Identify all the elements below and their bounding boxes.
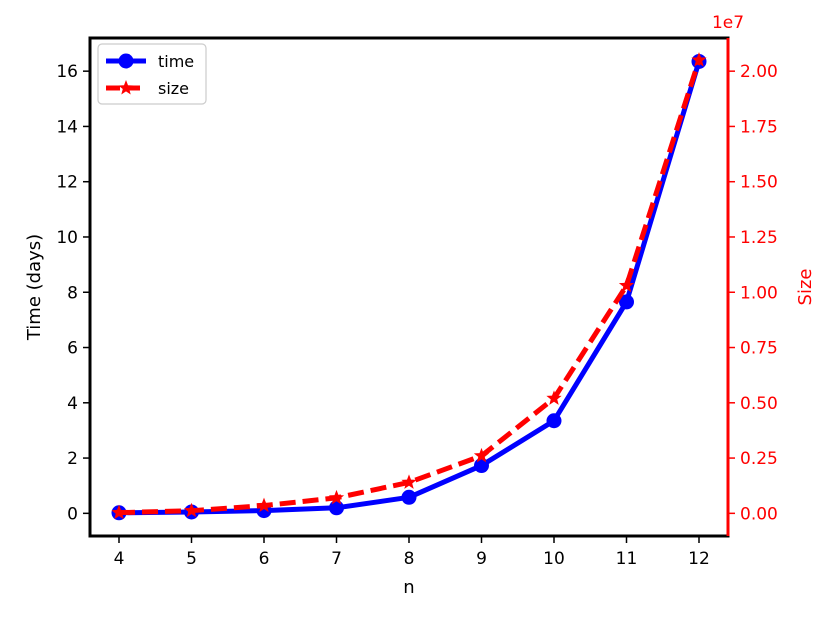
series-line-size [118,59,702,516]
y2-tick-label: 1.75 [740,117,778,137]
data-point-size [183,502,200,518]
x-tick-label: 12 [688,549,710,569]
x-tick-label: 5 [186,549,197,569]
data-point-size [111,504,127,520]
y-tick-label: 14 [56,117,78,137]
data-point-time [401,489,417,505]
data-point-size [618,277,635,293]
data-point-size [546,390,562,405]
y-tick-label: 12 [56,173,78,193]
series-layer [111,52,707,521]
y2-tick-label: 1.50 [740,173,778,193]
y-axis-left: 0 2 4 6 8 10 12 14 16 [56,62,90,524]
x-tick-label: 10 [543,549,565,569]
x-tick-label: 4 [114,549,125,569]
y-tick-label: 4 [67,394,78,414]
y2-tick-label: 0.50 [740,394,778,414]
data-point-size [401,474,417,489]
x-axis: 4 5 6 7 8 9 10 11 12 [114,536,710,569]
legend-time-marker [118,53,134,69]
data-point-time [546,413,562,429]
y2-tick-label: 2.00 [740,62,778,82]
x-tick-label: 7 [331,549,342,569]
legend: time size [97,43,207,105]
x-axis-title: n [403,577,414,598]
data-point-time [474,458,489,474]
data-point-size [691,52,707,67]
y-tick-label: 2 [67,449,78,469]
y2-tick-label: 0.00 [740,504,778,524]
data-point-size [473,447,490,463]
y-tick-label: 6 [67,339,78,359]
y-tick-label: 0 [67,504,78,524]
legend-size-marker [118,80,134,95]
y-tick-label: 8 [67,283,78,303]
data-point-time [619,294,634,310]
y2-tick-label: 0.25 [740,449,778,469]
data-point-time [329,500,344,516]
y2-tick-label: 1.25 [740,228,778,248]
y-axis-right: 0.00 0.25 0.50 0.75 1.00 1.25 1.50 1.75 2.00 [728,62,778,524]
y2-tick-label: 0.75 [740,339,778,359]
x-tick-label: 6 [259,549,270,569]
y2-tick-label: 1.00 [740,283,778,303]
plot-area [90,38,728,536]
legend-time-label: time [158,52,194,71]
y-axis-title: Time (days) [24,234,45,341]
legend-size-label: size [158,79,189,98]
data-point-size [328,489,345,505]
x-tick-label: 11 [616,549,638,569]
y-tick-label: 10 [56,228,78,248]
x-tick-label: 9 [476,549,487,569]
y2-offset-label: 1e7 [712,13,744,33]
x-tick-label: 8 [404,549,415,569]
y-tick-label: 16 [56,62,78,82]
y2-axis-title: Size [795,269,816,306]
data-point-size [256,497,272,513]
